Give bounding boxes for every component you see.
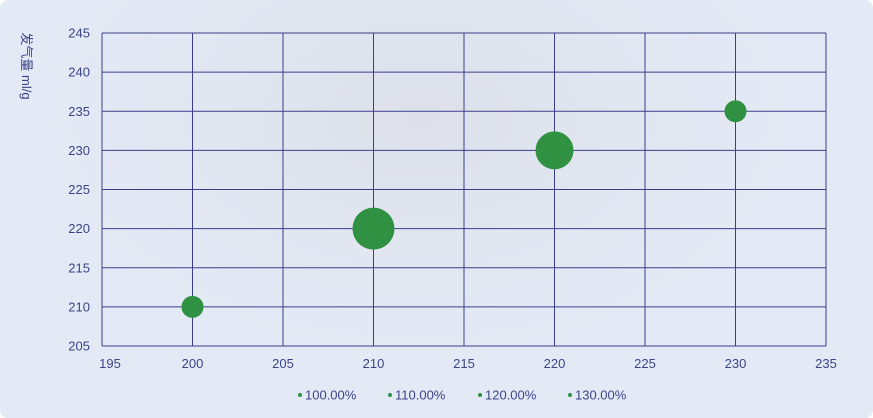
y-tick-label: 235 [68, 104, 90, 119]
y-tick-label: 220 [68, 221, 90, 236]
data-point [535, 131, 574, 170]
legend-item-label: 110.00% [395, 388, 446, 403]
legend-item-label: 120.00% [485, 388, 537, 403]
data-points [181, 100, 747, 318]
legend-item-label: 100.00% [305, 388, 357, 403]
y-tick-label: 210 [68, 299, 90, 314]
legend-marker [298, 393, 302, 397]
x-tick-label: 205 [272, 356, 294, 371]
data-point [352, 207, 395, 250]
legend-item-label: 130.00% [575, 388, 627, 403]
legend-marker [478, 393, 482, 397]
legend: 100.00% 110.00% 120.00% 130.00% [298, 388, 627, 403]
x-tick-label: 215 [453, 356, 475, 371]
x-tick-label: 235 [815, 356, 837, 371]
legend-marker [388, 393, 392, 397]
x-tick-label: 210 [363, 356, 385, 371]
y-tick-label: 240 [68, 65, 90, 80]
grid [101, 32, 827, 347]
legend-marker [568, 393, 572, 397]
x-tick-label: 230 [725, 356, 747, 371]
y-tick-label: 205 [68, 339, 90, 354]
x-tick-label: 225 [634, 356, 656, 371]
x-tick-label: 195 [99, 356, 121, 371]
y-tick-label: 245 [68, 26, 90, 41]
y-axis-ticks: 205 210 215 220 225 230 235 240 245 [68, 26, 90, 354]
y-tick-label: 225 [68, 182, 90, 197]
y-tick-label: 230 [68, 143, 90, 158]
y-axis-label: 发气量 ml/g [19, 32, 34, 99]
x-axis-ticks: 195 200 205 210 215 220 225 230 235 [99, 356, 837, 371]
data-point [724, 100, 747, 123]
y-tick-label: 215 [68, 260, 90, 275]
x-tick-label: 220 [544, 356, 566, 371]
data-point [181, 295, 204, 318]
x-tick-label: 200 [182, 356, 204, 371]
